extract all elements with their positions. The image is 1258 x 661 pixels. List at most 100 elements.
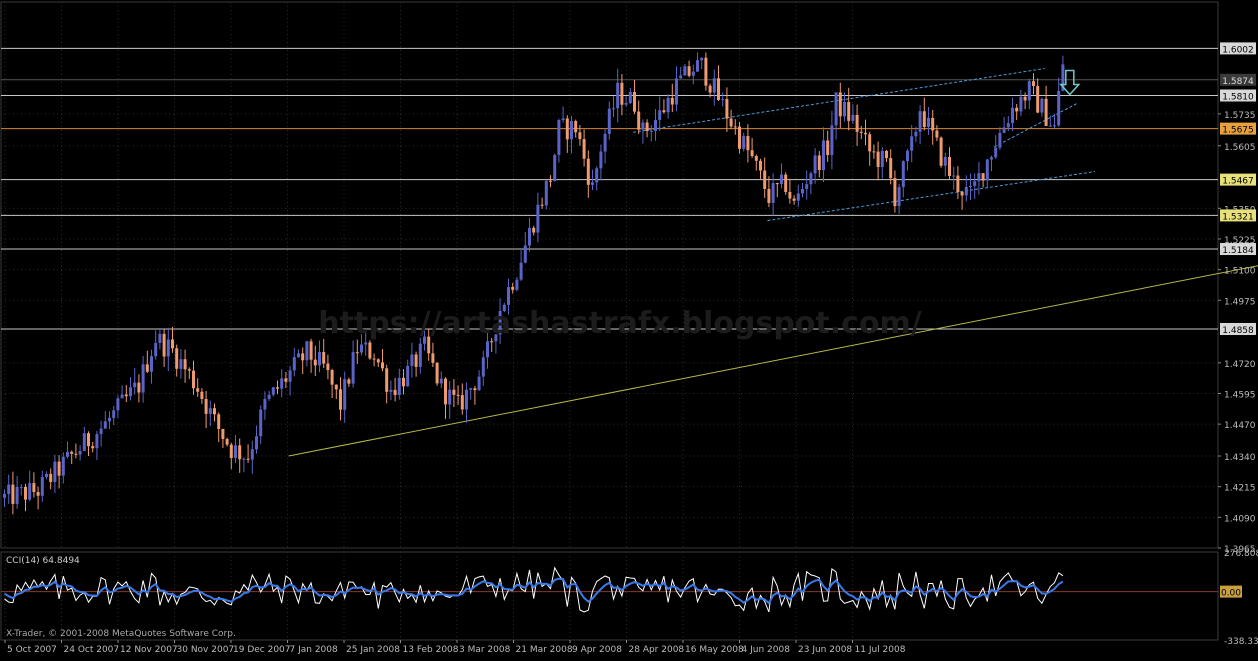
candle-body xyxy=(402,377,405,387)
candle-body xyxy=(397,377,401,395)
candle-body xyxy=(45,473,48,477)
candle-body xyxy=(981,173,985,181)
candle-body xyxy=(889,158,893,179)
candle-body xyxy=(498,310,502,335)
time-tick-label: 19 Dec 2007 xyxy=(233,645,291,655)
candle-body xyxy=(876,151,880,167)
level-label-bg xyxy=(1220,173,1256,186)
candle-body xyxy=(767,188,771,203)
candle-body xyxy=(683,66,687,76)
down-arrow-icon xyxy=(1059,69,1081,96)
candle-body xyxy=(1061,64,1065,91)
candle-body xyxy=(116,398,120,411)
candle-body xyxy=(586,158,590,185)
candle-body xyxy=(645,122,649,131)
candle-body xyxy=(1044,98,1048,126)
candle-body xyxy=(742,136,746,149)
candle-body xyxy=(561,118,565,121)
candle-body xyxy=(717,78,720,100)
candle-body xyxy=(901,161,905,188)
candle-body xyxy=(330,369,334,385)
candle-body xyxy=(36,492,40,496)
candle-body xyxy=(788,191,792,199)
candle-body xyxy=(372,358,376,360)
candle-body xyxy=(99,428,103,435)
candle-body xyxy=(700,57,704,61)
candle-body xyxy=(931,117,935,131)
time-tick-label: 9 Apr 2008 xyxy=(572,645,622,655)
candle-body xyxy=(145,364,149,372)
candle-body xyxy=(607,108,611,134)
time-tick-label: 28 Apr 2008 xyxy=(629,645,685,655)
candle-body xyxy=(977,173,981,182)
candle-body xyxy=(32,483,36,493)
candle-body xyxy=(528,227,531,246)
candle-body xyxy=(502,304,506,311)
candle-body xyxy=(523,245,527,263)
candle-body xyxy=(183,359,187,370)
candle-body xyxy=(851,114,855,121)
candle-body xyxy=(141,364,145,393)
candle-body xyxy=(738,126,741,149)
candle-body xyxy=(796,193,800,201)
candle-body xyxy=(313,359,317,366)
candle-body xyxy=(204,398,208,414)
candle-body xyxy=(994,147,998,158)
cci-zero-label-bg xyxy=(1220,585,1242,598)
candle-body xyxy=(339,389,342,410)
candle-body xyxy=(935,130,939,138)
price-tick-label: 1.6002 xyxy=(1222,45,1254,55)
candle-body xyxy=(477,376,481,391)
candle-body xyxy=(108,417,111,422)
candle-body xyxy=(410,354,414,366)
candle-body xyxy=(284,378,288,382)
candle-body xyxy=(780,174,783,184)
candle-body xyxy=(465,389,468,410)
candle-body xyxy=(754,155,758,161)
level-label-bg xyxy=(1220,122,1256,135)
candle-body xyxy=(1015,107,1019,112)
candle-body xyxy=(238,445,242,460)
price-tick-label: 1.5675 xyxy=(1222,126,1254,136)
rising-support xyxy=(993,102,1079,148)
watermark-text: https://artashastrafx.blogspot.com/ xyxy=(318,306,922,341)
candle-body xyxy=(918,111,922,132)
candle-body xyxy=(880,150,884,167)
candle-body xyxy=(70,451,74,454)
time-tick-label: 23 Jun 2008 xyxy=(798,645,852,655)
candle-body xyxy=(952,175,956,177)
main-trendline xyxy=(288,265,1258,457)
candle-body xyxy=(696,60,699,72)
candle-body xyxy=(305,341,309,361)
candle-body xyxy=(137,382,141,393)
candle-body xyxy=(368,342,372,359)
candle-body xyxy=(574,121,578,133)
candle-body xyxy=(712,78,716,93)
candle-body xyxy=(549,180,552,182)
candle-body xyxy=(150,356,153,372)
candle-body xyxy=(57,461,61,476)
candle-body xyxy=(855,114,859,132)
candle-body xyxy=(784,174,788,192)
candle-body xyxy=(1032,81,1035,87)
candle-body xyxy=(196,388,200,392)
candle-body xyxy=(406,365,410,387)
candle-body xyxy=(129,387,132,397)
candle-body xyxy=(229,444,233,458)
price-tick-label: 1.5735 xyxy=(1224,111,1256,121)
candle-body xyxy=(158,333,162,343)
candle-body xyxy=(360,344,363,353)
price-tick-label: 1.5810 xyxy=(1222,92,1254,102)
candle-body xyxy=(834,92,838,126)
candle-body xyxy=(448,389,452,405)
candle-body xyxy=(557,120,561,155)
candle-body xyxy=(7,484,11,494)
candle-body xyxy=(301,353,305,361)
time-tick-label: 30 Nov 2007 xyxy=(177,645,235,655)
candle-body xyxy=(74,453,78,455)
candle-body xyxy=(1011,107,1014,124)
candle-body xyxy=(805,184,809,189)
candle-body xyxy=(103,421,107,429)
candle-body xyxy=(725,99,729,119)
